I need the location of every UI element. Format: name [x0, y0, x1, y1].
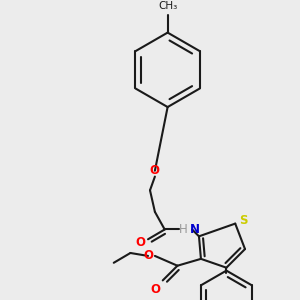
Text: N: N [190, 223, 200, 236]
Text: H: H [178, 223, 187, 236]
Text: O: O [135, 236, 145, 249]
Text: O: O [143, 249, 153, 262]
Text: O: O [151, 283, 161, 296]
Text: S: S [239, 214, 248, 227]
Text: CH₃: CH₃ [158, 1, 177, 11]
Text: O: O [149, 164, 159, 177]
